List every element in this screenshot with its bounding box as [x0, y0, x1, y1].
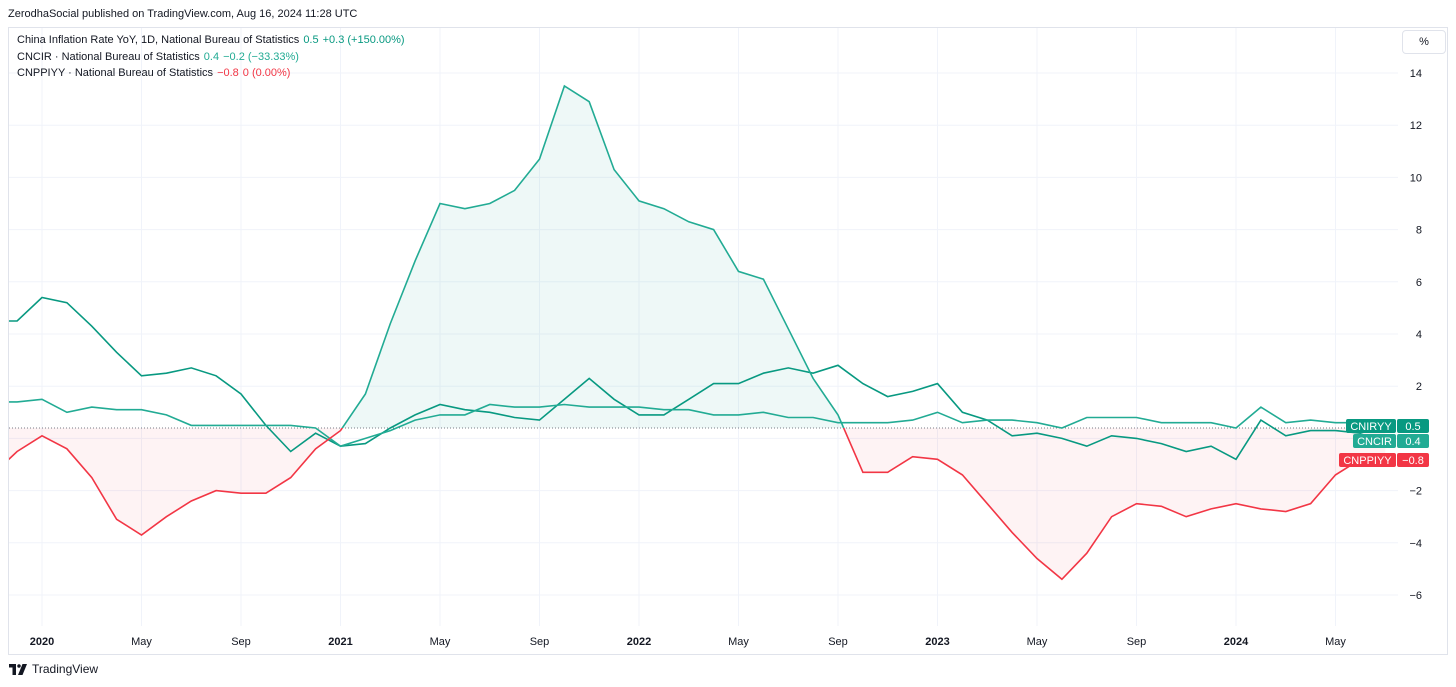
y-tick-label: 10 [1410, 172, 1422, 184]
scale-label-value-bg [1397, 419, 1429, 433]
y-tick-label: 8 [1416, 225, 1422, 237]
series-line-cniryy [9, 296, 1386, 461]
footer-brand-text: TradingView [32, 662, 99, 676]
legend-value: 0.5 [303, 34, 319, 46]
x-tick-label: 2022 [627, 636, 651, 648]
legend-row-cncir[interactable]: CNCIR · National Bureau of Statistics 0.4… [17, 49, 405, 66]
fill-area-positive [342, 86, 844, 428]
x-tick-label: 2024 [1224, 636, 1249, 648]
x-tick-label: May [1325, 636, 1346, 648]
scale-label-name-bg [1339, 453, 1396, 467]
y-tick-label: −2 [1409, 486, 1422, 498]
x-tick-label: May [728, 636, 749, 648]
x-tick-label: Sep [828, 636, 848, 648]
percent-scale-button[interactable]: % [1402, 30, 1446, 54]
y-tick-label: −6 [1409, 590, 1422, 602]
scale-label-cnppiyy[interactable]: CNPPIYY −0.8 [1339, 453, 1429, 467]
scale-label-name: CNPPIYY [1343, 455, 1392, 467]
y-tick-label: 4 [1416, 329, 1422, 341]
x-tick-label: Sep [1127, 636, 1147, 648]
x-tick-label: May [131, 636, 152, 648]
baseline-fill [9, 86, 1386, 580]
legend-label: CNCIR · National Bureau of Statistics [17, 50, 200, 63]
legend-change: 0 (0.00%) [242, 67, 291, 79]
x-tick-label: May [1027, 636, 1048, 648]
x-tick-label: 2020 [30, 636, 54, 648]
x-tick-label: 2023 [925, 636, 949, 648]
y-tick-label: 6 [1416, 277, 1422, 289]
scale-label-value-bg [1397, 434, 1429, 448]
x-tick-label: Sep [231, 636, 251, 648]
legend-change: −0.2 (−33.33%) [223, 50, 299, 63]
chart-legend: China Inflation Rate YoY, 1D, National B… [17, 32, 405, 82]
y-tick-label: −4 [1409, 538, 1422, 550]
series-line-cnppiyy-down [9, 427, 1386, 581]
scale-label-value: 0.4 [1405, 436, 1420, 448]
scale-label-name-bg [1353, 434, 1396, 448]
y-tick-label: 12 [1410, 120, 1422, 132]
grid [9, 28, 1398, 626]
footer-brand[interactable]: TradingView [9, 662, 98, 676]
publisher-line: ZerodhaSocial published on TradingView.c… [8, 8, 358, 20]
scale-label-name: CNCIR [1357, 436, 1392, 448]
y-tick-label: 2 [1416, 381, 1422, 393]
series-lines [9, 84, 1386, 581]
legend-change: +0.3 (+150.00%) [322, 34, 405, 46]
scale-label-cncir[interactable]: CNCIR 0.4 [1353, 434, 1429, 448]
fill-area-negative [9, 427, 1386, 580]
scale-label-cniryy[interactable]: CNIRYY 0.5 [1346, 419, 1429, 433]
tradingview-logo-icon [9, 663, 27, 675]
scale-label-name-bg [1346, 419, 1396, 433]
y-axis: 14 12 10 8 6 4 2 −2 −4 −6 [1409, 68, 1422, 602]
scale-label-name: CNIRYY [1350, 421, 1392, 433]
legend-value: −0.8 [217, 67, 239, 79]
legend-value: 0.4 [203, 50, 220, 63]
legend-label: China Inflation Rate YoY, 1D, National B… [17, 34, 300, 46]
series-line-cnppiyy-up [341, 84, 845, 428]
scale-label-value: 0.5 [1405, 421, 1420, 433]
x-tick-label: Sep [530, 636, 550, 648]
legend-label: CNPPIYY · National Bureau of Statistics [17, 67, 214, 79]
y-tick-label: 14 [1410, 68, 1422, 80]
legend-row-cnppiyy[interactable]: CNPPIYY · National Bureau of Statistics −… [17, 65, 405, 82]
legend-row-cniryy[interactable]: China Inflation Rate YoY, 1D, National B… [17, 32, 405, 49]
scale-labels: CNIRYY 0.5 CNCIR 0.4 CNPPIYY −0.8 [1339, 419, 1429, 467]
scale-label-value: −0.8 [1402, 455, 1424, 467]
scale-label-value-bg [1397, 453, 1429, 467]
x-tick-label: 2021 [328, 636, 352, 648]
chart-frame [8, 27, 1448, 655]
series-line-cncir [9, 398, 1386, 448]
x-axis: 2020 May Sep 2021 May Sep 2022 May Sep 2023 May Sep… [30, 636, 1347, 648]
x-tick-label: May [430, 636, 451, 648]
